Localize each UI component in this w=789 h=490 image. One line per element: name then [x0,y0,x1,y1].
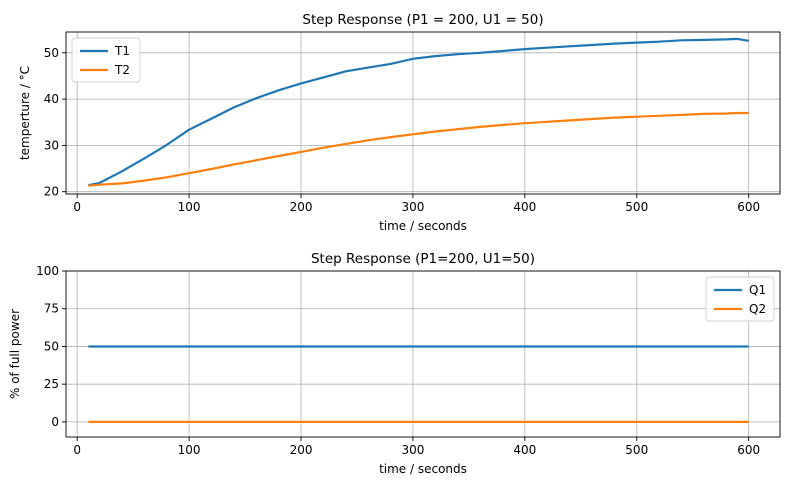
x-tick-label: 200 [290,200,313,214]
x-tick-label: 100 [178,443,201,457]
legend-label-q1: Q1 [749,283,766,297]
y-axis-label: % of full power [8,309,22,399]
x-tick-label: 0 [73,200,81,214]
x-tick-label: 600 [737,200,760,214]
x-tick-label: 400 [513,443,536,457]
y-tick-label: 40 [44,92,59,106]
x-tick-label: 500 [625,443,648,457]
x-tick-label: 600 [737,443,760,457]
x-tick-label: 300 [401,443,424,457]
axes-frame [65,270,781,438]
legend-label-t2: T2 [114,63,130,77]
x-tick-label: 300 [401,200,424,214]
series-line-t2 [88,111,749,187]
legend-label-t1: T1 [114,44,130,58]
y-tick-label: 75 [44,302,59,316]
x-tick-label: 200 [290,443,313,457]
legend-label-q2: Q2 [749,302,766,316]
y-tick-label: 100 [36,264,59,278]
x-tick-label: 500 [625,200,648,214]
y-tick-label: 25 [44,377,59,391]
y-tick-label: 50 [44,46,59,60]
x-tick-label: 400 [513,200,536,214]
y-tick-label: 50 [44,339,59,353]
y-tick-label: 20 [44,185,59,199]
subplot-1: 0 100 200 300 400 500 600 20 30 40 50 Step Response… [18,12,781,233]
x-tick-label: 100 [178,200,201,214]
x-axis-label: time / seconds [379,219,467,233]
x-tick-label: 0 [73,443,81,457]
y-tick-label: 0 [51,415,59,429]
subplot-2: 0 100 200 300 400 500 600 0 25 50 75 100 Step Respon… [8,251,781,476]
series-line-t1 [88,37,749,187]
axes-frame [65,31,781,195]
y-axis-label: temperture / °C [18,66,32,160]
chart-title: Step Response (P1=200, U1=50) [311,251,535,267]
y-tick-label: 30 [44,138,59,152]
x-axis-label: time / seconds [379,462,467,476]
chart-title: Step Response (P1 = 200, U1 = 50) [302,12,543,28]
